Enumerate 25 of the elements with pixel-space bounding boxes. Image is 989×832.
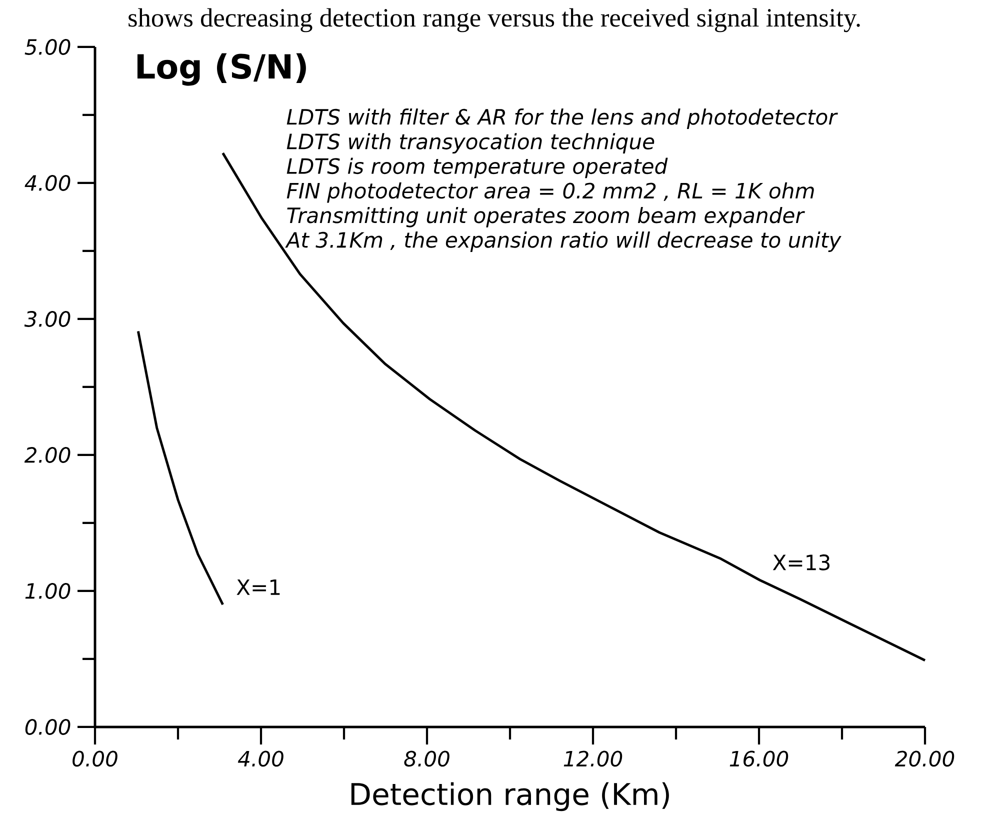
x-tick-label: 4.00 [238, 750, 284, 767]
y-tick-label: 5.00 [24, 39, 70, 55]
annotation: X=1 [236, 579, 280, 595]
annotation: Transmitting unit operates zoom beam expander [287, 206, 805, 228]
y-tick-label: 3.00 [24, 311, 70, 327]
x-axis-title: Detection range (Km) [351, 782, 669, 812]
y-tick-label: 1.00 [25, 583, 70, 599]
annotation: LDTS with filter & AR for the lens and photodetector [286, 108, 838, 129]
annotation: LDTS is room temperature operated [286, 158, 668, 178]
x-tick-label: 16.00 [730, 750, 788, 767]
x-tick-label: 0.00 [72, 750, 118, 767]
x-tick-label: 20.00 [894, 750, 954, 767]
y-axis-title: Log (S/N) [137, 53, 306, 86]
x-tick-label: 8.00 [404, 750, 450, 767]
y-tick-label: 0.00 [25, 719, 70, 735]
y-tick-label: 2.00 [24, 447, 70, 463]
annotation: X=13 [772, 554, 830, 570]
line-series [136, 330, 224, 606]
annotation: LDTS with transyocation technique [286, 133, 654, 154]
line-series [222, 152, 926, 662]
chart-title: shows decreasing detection range versus the received signal intensity. [128, 8, 860, 32]
annotation: FIN photodetector area = 0.2 mm2 , RL = 1K ohm [286, 182, 814, 203]
y-tick-label: 4.00 [24, 175, 70, 191]
x-tick-label: 12.00 [564, 750, 622, 767]
annotation: At 3.1Km , the expansion ratio will decrease to unity [285, 232, 842, 252]
